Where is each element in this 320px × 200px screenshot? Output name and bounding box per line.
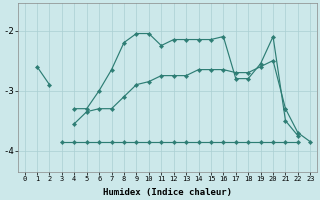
X-axis label: Humidex (Indice chaleur): Humidex (Indice chaleur)	[103, 188, 232, 197]
